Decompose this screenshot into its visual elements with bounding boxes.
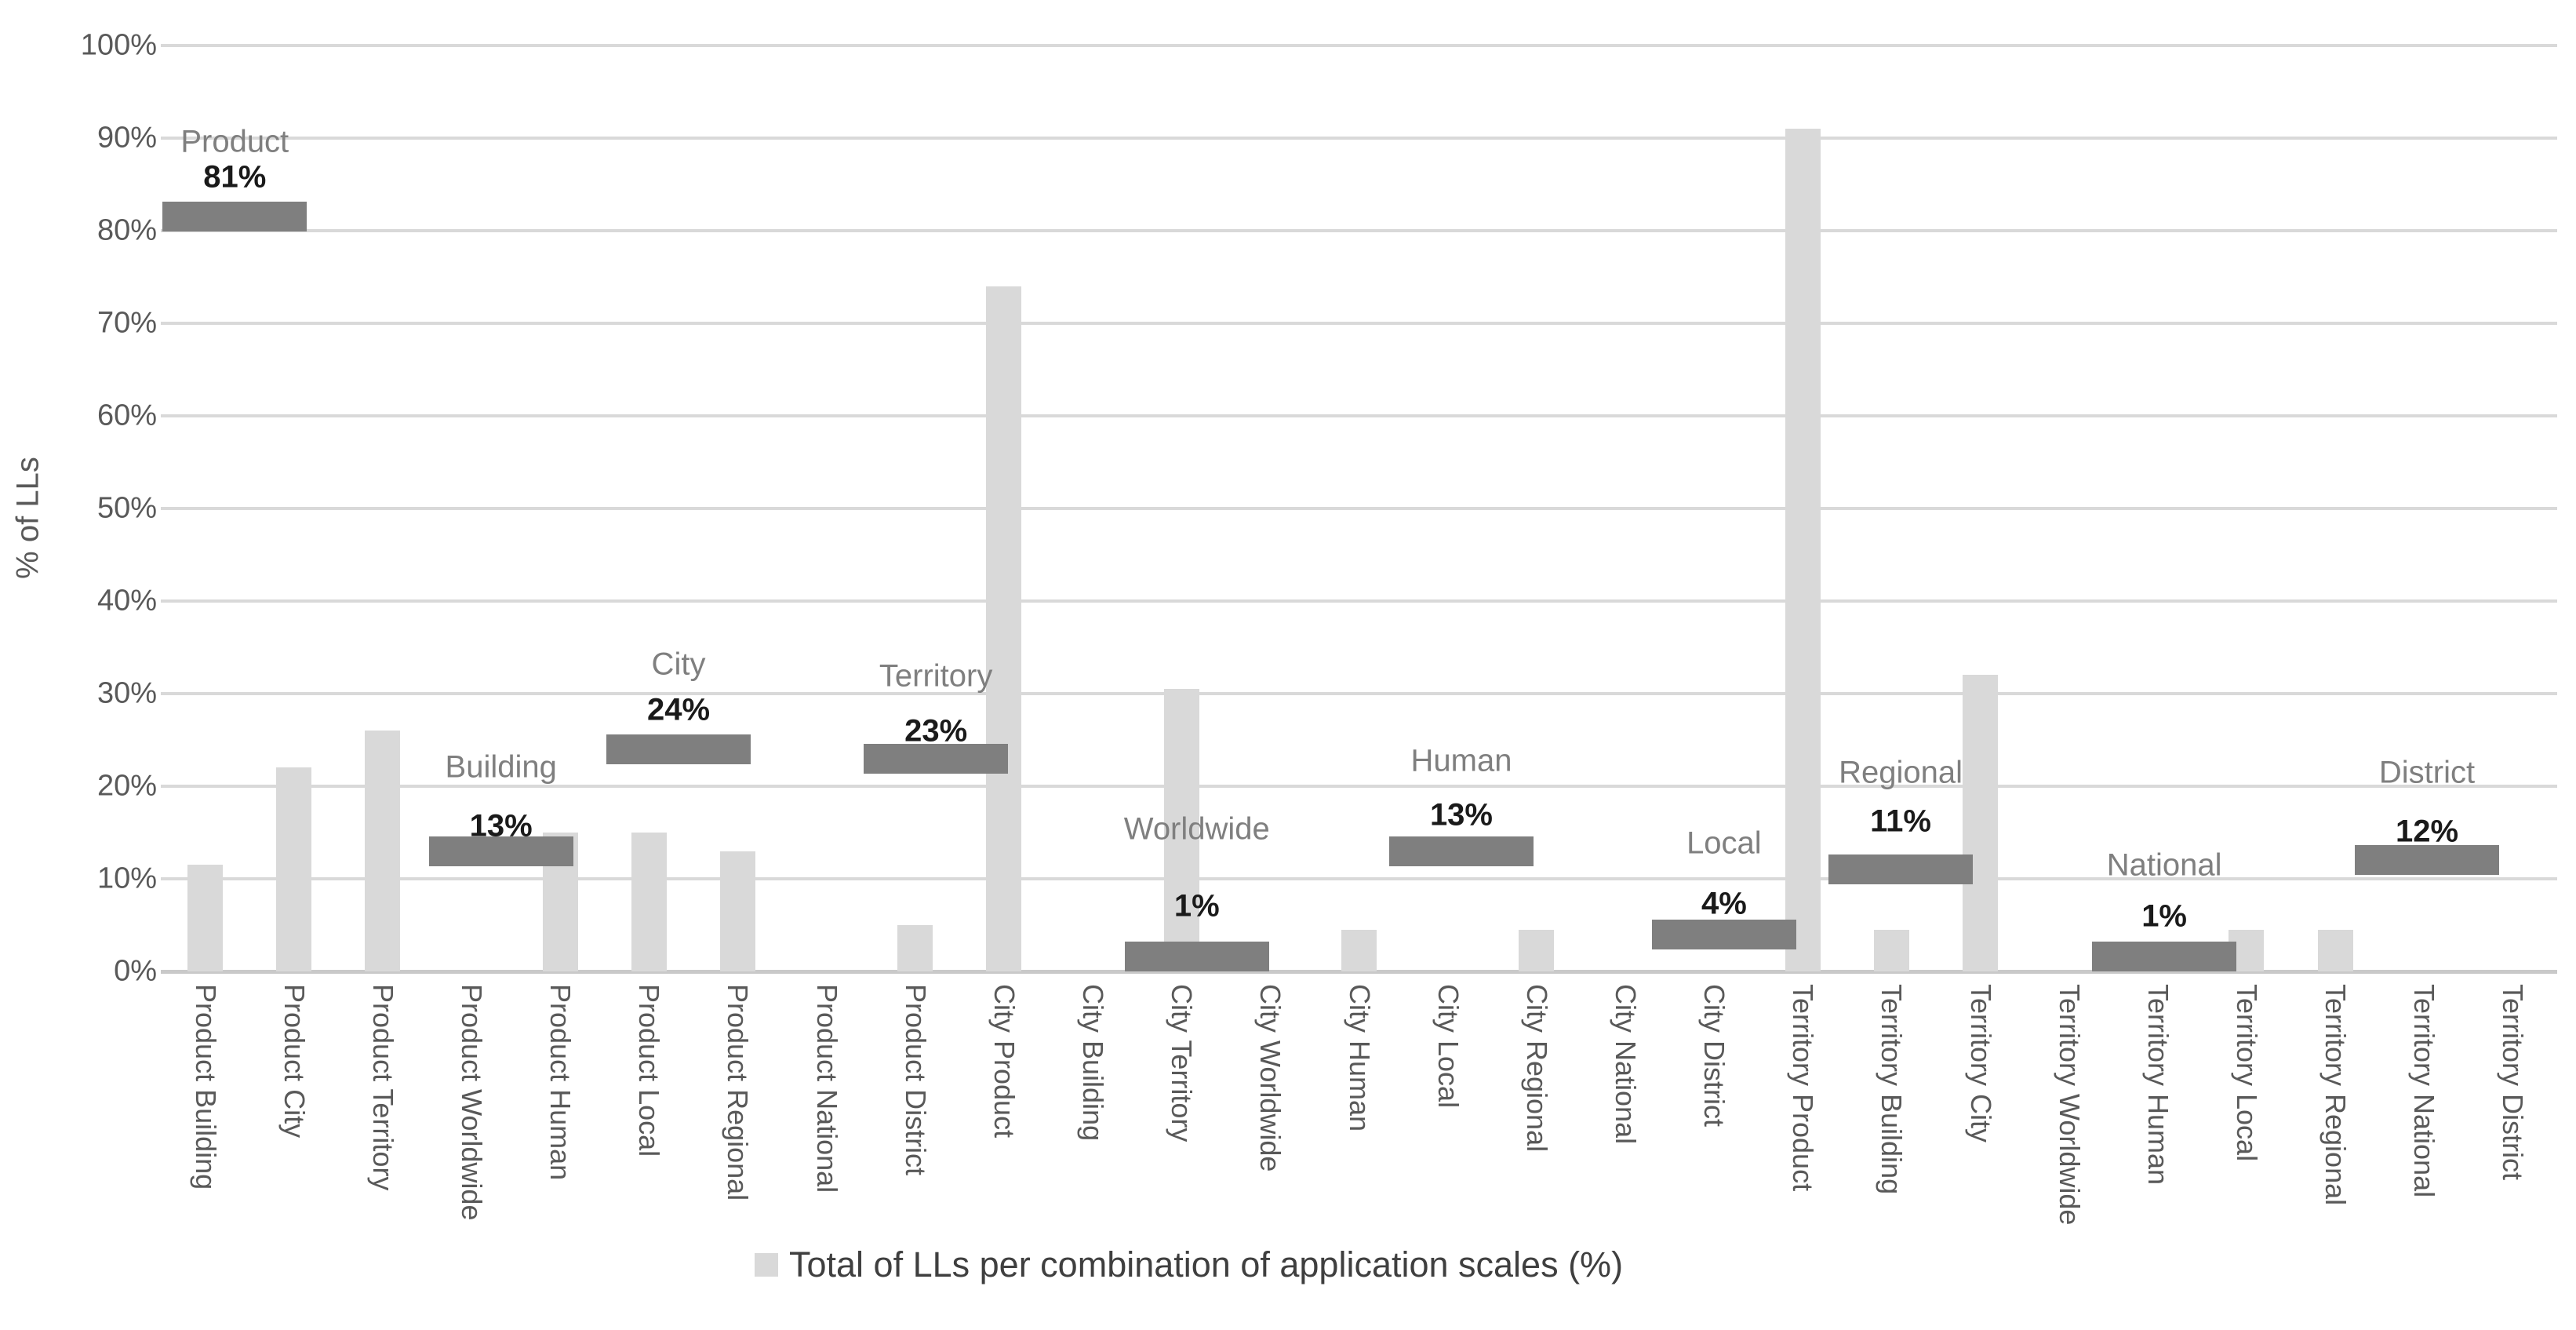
bar-column	[365, 731, 401, 971]
x-category-label: Territory Regional	[2319, 984, 2352, 1206]
bar-column	[1341, 929, 1377, 971]
x-axis-line	[161, 970, 2557, 974]
scale-marker-bar	[1124, 942, 1269, 972]
bar-column	[719, 851, 755, 971]
x-category-label: City Regional	[1520, 984, 1553, 1153]
x-category-label: Territory City	[1964, 984, 1997, 1143]
scale-value-label: 13%	[1429, 797, 1493, 833]
gridline	[161, 229, 2557, 232]
y-tick-label: 90%	[96, 121, 157, 155]
gridline	[161, 44, 2557, 47]
x-category-label: Territory National	[2408, 984, 2441, 1198]
x-category-label: Territory Building	[1876, 984, 1908, 1195]
gridline	[161, 322, 2557, 325]
scale-marker-bar	[2355, 845, 2500, 876]
bar-column	[1519, 929, 1555, 971]
bar-column	[986, 286, 1022, 971]
scale-name-label: Territory	[879, 658, 993, 694]
gridline	[161, 877, 2557, 880]
x-category-label: City Human	[1343, 984, 1376, 1132]
x-category-label: Product District	[899, 984, 932, 1176]
bar-column	[1785, 129, 1821, 971]
scale-name-label: Worldwide	[1123, 811, 1270, 847]
x-category-label: Product City	[278, 984, 311, 1139]
x-category-label: Product National	[810, 984, 843, 1193]
legend-label: Total of LLs per combination of applicat…	[789, 1244, 1624, 1284]
scale-name-label: District	[2378, 755, 2476, 790]
scale-marker-bar	[1651, 919, 1796, 949]
x-category-label: City Local	[1432, 984, 1464, 1109]
y-tick-label: 50%	[96, 491, 157, 525]
scale-value-label: 13%	[469, 808, 533, 844]
y-tick-label: 30%	[96, 676, 157, 710]
x-category-label: City National	[1609, 984, 1642, 1145]
gridline	[161, 414, 2557, 417]
gridline	[161, 692, 2557, 695]
y-tick-label: 0%	[114, 954, 157, 988]
legend-swatch-icon	[755, 1253, 778, 1277]
y-tick-label: 20%	[96, 769, 157, 803]
scale-value-label: 1%	[2141, 898, 2187, 934]
x-category-label: Product Worldwide	[456, 984, 489, 1221]
y-tick-label: 80%	[96, 213, 157, 247]
scale-value-label: 4%	[1701, 886, 1747, 921]
scale-marker-bar	[428, 836, 573, 866]
scale-value-label: 23%	[904, 713, 968, 749]
y-tick-label: 10%	[96, 862, 157, 895]
scale-value-label: 11%	[1870, 803, 1931, 839]
scale-marker-bar	[162, 202, 307, 232]
scale-marker-bar	[2092, 942, 2237, 972]
x-category-label: Product Territory	[366, 984, 399, 1191]
x-category-label: Product Regional	[722, 984, 755, 1201]
gridline	[161, 137, 2557, 140]
x-category-label: City Product	[988, 984, 1021, 1139]
x-category-label: Territory Worldwide	[2053, 984, 2086, 1226]
scale-value-label: 81%	[203, 159, 267, 195]
scale-marker-bar	[1388, 836, 1534, 866]
x-category-label: City Territory	[1166, 984, 1199, 1142]
x-category-label: Product Local	[633, 984, 666, 1157]
x-category-label: City Worldwide	[1254, 984, 1287, 1172]
y-tick-label: 40%	[96, 584, 157, 618]
y-tick-label: 100%	[80, 28, 157, 62]
gridline	[161, 599, 2557, 603]
x-category-label: Product Building	[189, 984, 222, 1190]
scale-name-label: National	[2106, 847, 2222, 883]
x-category-label: Territory District	[2497, 984, 2530, 1180]
x-category-label: City District	[1698, 984, 1731, 1127]
scale-value-label: 1%	[1173, 888, 1220, 924]
bar-column	[1163, 689, 1199, 971]
scale-value-label: 24%	[646, 692, 711, 727]
scale-marker-bar	[1828, 854, 1974, 885]
bar-column	[187, 865, 224, 971]
bar-column	[1963, 675, 1999, 971]
bar-column	[897, 925, 933, 971]
scale-name-label: Human	[1410, 743, 1512, 778]
scale-name-label: Product	[180, 124, 289, 159]
gridline	[161, 507, 2557, 510]
gridline	[161, 785, 2557, 788]
x-category-label: Territory Product	[1787, 984, 1820, 1192]
bar-column	[631, 833, 667, 971]
x-category-label: Product Human	[544, 984, 577, 1181]
bar-column	[276, 767, 312, 971]
scale-name-label: Building	[445, 749, 557, 785]
scale-name-label: Local	[1686, 825, 1762, 861]
scale-name-label: Regional	[1839, 755, 1963, 790]
scale-value-label: 12%	[2395, 814, 2459, 849]
y-tick-label: 70%	[96, 306, 157, 340]
scale-marker-bar	[606, 734, 751, 764]
scale-marker-bar	[864, 743, 1009, 774]
x-category-label: Territory Local	[2230, 984, 2263, 1162]
bar-column	[2317, 929, 2353, 971]
x-category-label: Territory Human	[2141, 984, 2174, 1186]
scale-name-label: City	[651, 647, 706, 682]
x-category-label: City Building	[1077, 984, 1110, 1142]
legend: Total of LLs per combination of applicat…	[755, 1244, 1623, 1285]
y-tick-label: 60%	[96, 399, 157, 432]
bar-column	[1873, 929, 1909, 971]
